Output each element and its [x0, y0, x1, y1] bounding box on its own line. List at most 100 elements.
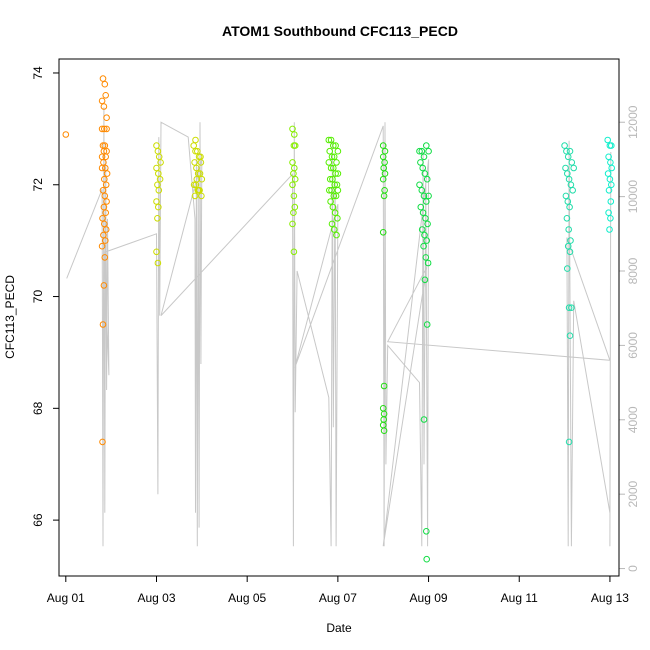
data-point [379, 142, 387, 149]
data-point [193, 164, 200, 172]
data-point [419, 209, 427, 216]
data-point [567, 237, 574, 244]
data-point [330, 192, 338, 200]
data-point [329, 203, 337, 211]
data-point [416, 181, 423, 189]
y2-tick-label: 12000 [626, 105, 640, 139]
data-point [328, 153, 336, 161]
data-point [101, 220, 108, 228]
data-point [419, 164, 427, 172]
secondary-series-layer [66, 107, 612, 547]
data-point [565, 304, 573, 312]
data-point [605, 153, 612, 161]
x-axis-label: Date [326, 621, 352, 635]
data-point [290, 192, 298, 200]
data-point [100, 231, 107, 239]
data-point [605, 187, 613, 194]
data-point [425, 192, 432, 200]
data-point [289, 125, 296, 133]
data-point [155, 170, 162, 177]
data-point [153, 164, 160, 172]
data-point [604, 170, 612, 177]
data-point [381, 170, 389, 177]
data-point [192, 147, 199, 155]
data-point [423, 528, 430, 535]
data-point [191, 159, 198, 166]
data-point [423, 142, 430, 149]
data-point [99, 215, 106, 222]
data-point [326, 187, 333, 194]
data-point [608, 164, 616, 172]
data-point [330, 164, 337, 172]
data-point [196, 170, 204, 177]
data-point [331, 181, 339, 189]
data-point [566, 147, 574, 155]
data-point [424, 220, 431, 228]
data-point [423, 175, 431, 183]
y-tick-label: 74 [31, 66, 45, 80]
data-point [561, 142, 568, 149]
data-point [605, 209, 612, 216]
data-point [98, 97, 106, 105]
data-point [290, 209, 297, 216]
data-point [103, 114, 110, 121]
data-point [327, 164, 335, 172]
data-point [291, 131, 298, 138]
data-point [421, 276, 429, 284]
data-point [101, 175, 108, 183]
data-point [101, 125, 108, 133]
data-point [379, 229, 387, 236]
data-point [418, 226, 426, 233]
data-point [154, 259, 162, 267]
data-point [334, 187, 342, 194]
data-point [190, 142, 197, 149]
data-point [194, 147, 201, 155]
data-point [325, 159, 333, 166]
series-2 [289, 125, 299, 256]
data-point [380, 192, 388, 200]
data-point [102, 226, 110, 233]
data-point [329, 175, 336, 183]
data-point [102, 181, 110, 189]
data-point [193, 175, 201, 183]
data-point [153, 198, 160, 205]
data-point [103, 198, 110, 205]
data-point [190, 181, 198, 189]
data-point [98, 164, 106, 172]
data-point [379, 175, 387, 183]
data-point [330, 142, 337, 149]
data-point [154, 215, 161, 222]
points-layer [62, 75, 616, 563]
data-point [564, 265, 571, 272]
data-point [332, 192, 340, 200]
series-1 [153, 136, 206, 267]
data-point [101, 80, 109, 88]
data-point [420, 192, 428, 200]
y2-tick-label: 0 [626, 565, 640, 572]
series-6 [561, 142, 578, 446]
data-point [291, 142, 299, 149]
series-3 [325, 136, 342, 239]
data-point [99, 75, 107, 82]
y2-tick-label: 10000 [626, 180, 640, 214]
data-point [570, 164, 578, 172]
data-point [563, 147, 570, 155]
y2-tick-label: 4000 [626, 406, 640, 433]
data-point [100, 103, 108, 110]
data-point [332, 142, 339, 149]
data-point [289, 181, 296, 189]
data-point [192, 136, 199, 144]
y-tick-label: 72 [31, 178, 45, 192]
data-point [425, 147, 432, 155]
y-tick-label: 66 [31, 513, 45, 527]
data-point [566, 332, 574, 340]
data-point [289, 220, 296, 228]
x-tick-label: Aug 05 [228, 591, 266, 605]
data-point [291, 175, 299, 183]
y-tick-label: 70 [31, 290, 45, 304]
data-point [564, 242, 572, 250]
data-point [102, 153, 109, 161]
data-point [564, 170, 571, 177]
